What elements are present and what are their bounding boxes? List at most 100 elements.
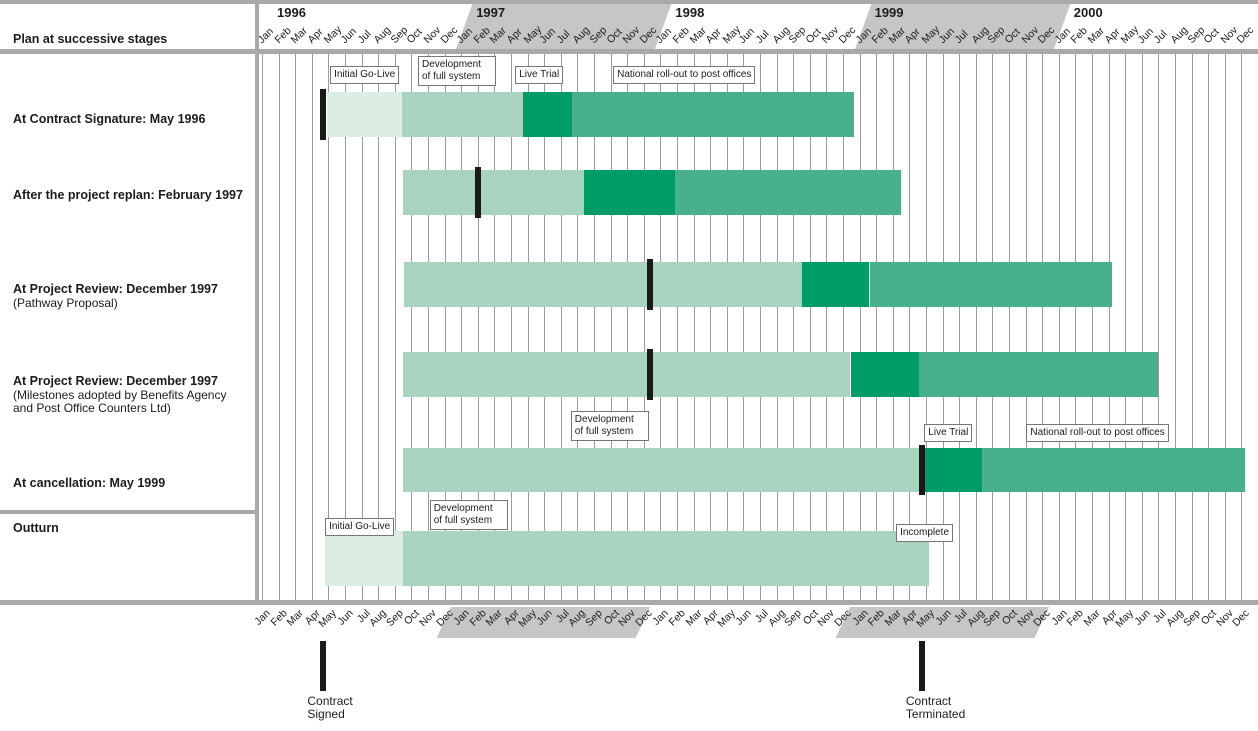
row-labels-panel: At Contract Signature: May 1996 After the… — [0, 0, 256, 731]
row-label: At Project Review: December 1997 (Milesto… — [13, 374, 226, 415]
phase-segment-development — [403, 352, 851, 397]
annotation-box: Development of full system — [570, 411, 649, 441]
annotation-box: Incomplete — [896, 524, 954, 542]
month-gridline — [1141, 54, 1143, 600]
month-gridline — [1208, 54, 1210, 600]
milestone-tick — [646, 349, 653, 400]
contract-marker-label-line: Terminated — [905, 706, 966, 721]
row-label: At Project Review: December 1997 (Pathway… — [13, 282, 218, 310]
phase-segment-live_trial — [850, 352, 919, 397]
month-gridline — [477, 54, 479, 600]
annotation-box: National roll-out to post offices — [613, 66, 756, 84]
year-label-1999: 1999 — [874, 5, 904, 20]
month-gridline — [826, 54, 828, 600]
month-gridline — [710, 54, 712, 600]
month-gridline — [926, 54, 927, 600]
month-gridline — [311, 54, 313, 600]
contract-marker-tick — [918, 641, 925, 691]
month-gridline — [776, 54, 778, 600]
month-gridline — [1058, 54, 1060, 600]
phase-segment-development — [402, 92, 523, 137]
month-gridline — [992, 54, 994, 600]
month-gridline — [544, 54, 546, 600]
phase-segment-live_trial — [802, 262, 870, 307]
year-label-1997: 1997 — [476, 5, 506, 20]
month-gridline — [1241, 54, 1243, 600]
month-gridline — [1125, 54, 1127, 600]
row-label-subtitle: (Pathway Proposal) — [13, 296, 118, 310]
month-gridline — [743, 54, 745, 600]
month-gridline — [660, 54, 662, 600]
annotation-box: Development of full system — [429, 500, 508, 530]
month-gridline — [394, 54, 396, 600]
milestone-tick — [320, 89, 327, 140]
row-label-title: At cancellation: May 1999 — [13, 476, 166, 490]
header-separator-line — [0, 49, 1258, 54]
phase-segment-development — [403, 531, 930, 586]
month-gridline — [328, 54, 330, 600]
month-gridline — [494, 54, 496, 600]
month-gridline — [859, 54, 861, 600]
month-gridline — [295, 54, 297, 600]
month-gridline — [760, 54, 761, 600]
month-gridline — [892, 54, 894, 600]
month-gridline — [643, 54, 645, 600]
phase-segment-development — [403, 448, 926, 492]
phase-segment-live_trial — [925, 448, 982, 492]
month-gridline — [975, 54, 977, 600]
row-label-title: Outturn — [13, 521, 59, 535]
month-gridline — [278, 54, 280, 600]
row-label: At cancellation: May 1999 — [13, 476, 165, 491]
month-gridline — [693, 54, 695, 600]
annotation-box: Live Trial — [924, 424, 973, 442]
row-label-title: At Contract Signature: May 1996 — [13, 112, 206, 126]
month-gridline — [411, 54, 413, 600]
month-gridline — [942, 54, 944, 600]
annotation-box: Initial Go-Live — [325, 518, 395, 536]
row-label-title: After the project replan: February 1997 — [13, 188, 243, 202]
annotation-box: Initial Go-Live — [330, 66, 400, 84]
row-label: At Contract Signature: May 1996 — [13, 112, 205, 127]
month-gridline — [594, 54, 595, 600]
month-gridline — [1175, 54, 1176, 600]
row-label-subtitle: (Milestones adopted by Benefits Agency — [13, 388, 227, 402]
month-gridline — [1025, 54, 1027, 600]
month-gridline — [1224, 54, 1226, 600]
month-gridline — [909, 54, 911, 600]
month-gridline — [527, 54, 529, 600]
contract-marker-label-line: Contract — [905, 694, 952, 708]
month-gridline — [560, 54, 562, 600]
phase-segment-national_rollout — [571, 92, 854, 137]
contract-marker-label: Contract Terminated — [906, 695, 965, 720]
month-gridline — [378, 54, 380, 600]
month-gridline — [793, 54, 795, 600]
phase-segment-national_rollout — [918, 352, 1159, 397]
month-gridline — [677, 54, 678, 600]
month-gridline — [345, 54, 346, 600]
year-label-1998: 1998 — [675, 5, 705, 20]
month-gridline — [809, 54, 811, 600]
milestone-tick — [918, 445, 925, 495]
panel-divider-line — [255, 0, 259, 605]
contract-marker-label: Contract Signed — [307, 695, 352, 720]
month-gridline — [428, 54, 429, 600]
timeline-top-axis: 1996 1997 1998 1999 2000 Jan Feb Mar Apr May Jun Ju… — [0, 0, 1258, 49]
milestone-tick — [474, 167, 481, 218]
month-gridline — [577, 54, 579, 600]
contract-marker-label-line: Signed — [307, 706, 345, 721]
phase-segment-national_rollout — [981, 448, 1245, 492]
top-border-line — [0, 0, 1258, 4]
phase-segment-national_rollout — [674, 170, 902, 215]
month-gridline — [1009, 54, 1010, 600]
month-gridline — [1075, 54, 1077, 600]
annotation-box: Live Trial — [515, 66, 564, 84]
row-label-title: At Project Review: December 1997 — [13, 374, 218, 388]
row-label-title: At Project Review: December 1997 — [13, 282, 218, 296]
month-gridline — [1092, 54, 1093, 600]
annotation-box: Development of full system — [418, 56, 496, 86]
phase-segment-live_trial — [584, 170, 675, 215]
bottom-axis-line — [0, 600, 1258, 605]
phase-segment-live_trial — [522, 92, 572, 137]
